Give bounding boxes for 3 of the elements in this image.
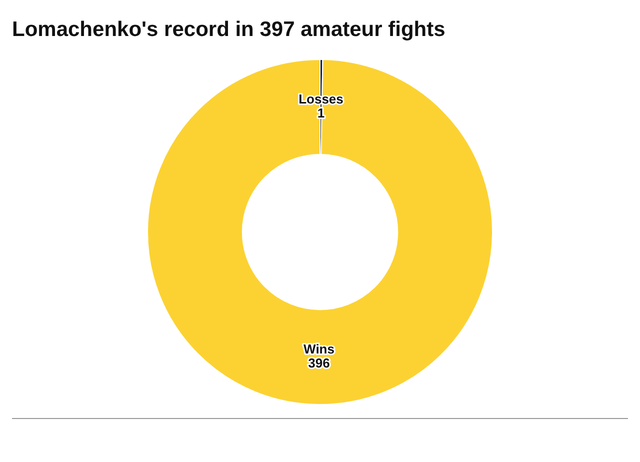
slice-label: Wins: [304, 342, 334, 357]
chart-title: Lomachenko's record in 397 amateur fights: [12, 18, 446, 42]
data-label: 396: [308, 356, 330, 371]
